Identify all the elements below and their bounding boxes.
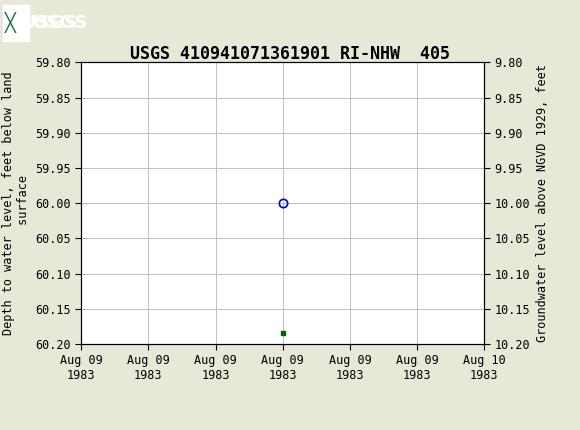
Text: USGS 410941071361901 RI-NHW  405: USGS 410941071361901 RI-NHW 405 [130, 45, 450, 63]
FancyBboxPatch shape [3, 4, 29, 41]
Y-axis label: Depth to water level, feet below land
 surface: Depth to water level, feet below land su… [2, 71, 30, 335]
Text: USGS: USGS [32, 14, 87, 31]
Legend: Period of approved data: Period of approved data [171, 427, 394, 430]
Text: ╳: ╳ [5, 12, 16, 33]
Y-axis label: Groundwater level above NGVD 1929, feet: Groundwater level above NGVD 1929, feet [536, 64, 549, 342]
Text: █USGS: █USGS [9, 13, 78, 32]
